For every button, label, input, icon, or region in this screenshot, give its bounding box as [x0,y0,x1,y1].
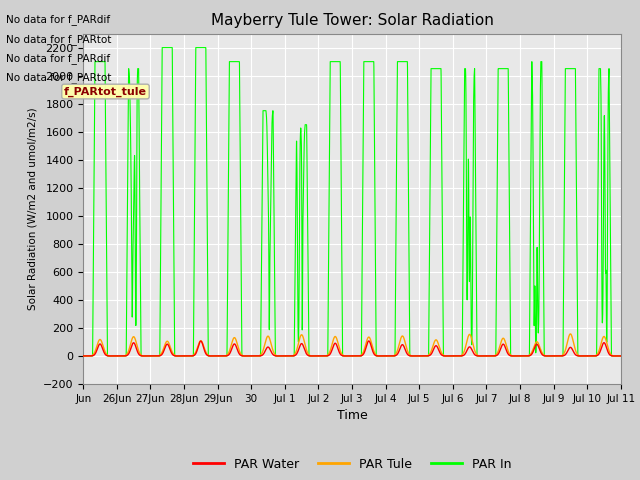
Title: Mayberry Tule Tower: Solar Radiation: Mayberry Tule Tower: Solar Radiation [211,13,493,28]
Text: No data for f_PARtot: No data for f_PARtot [6,34,112,45]
X-axis label: Time: Time [337,409,367,422]
Legend: PAR Water, PAR Tule, PAR In: PAR Water, PAR Tule, PAR In [188,453,516,476]
Text: No data for f_PARdif: No data for f_PARdif [6,14,111,25]
Text: No data for f_PARtot: No data for f_PARtot [6,72,112,83]
Y-axis label: Solar Radiation (W/m2 and umol/m2/s): Solar Radiation (W/m2 and umol/m2/s) [28,108,37,310]
Text: No data for f_PARdif: No data for f_PARdif [6,53,111,64]
Text: f_PARtot_tule: f_PARtot_tule [64,86,147,96]
